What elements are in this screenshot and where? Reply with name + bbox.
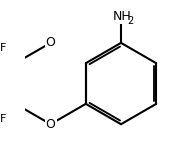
Text: F: F [0,114,6,124]
Text: NH: NH [113,10,132,23]
Text: O: O [46,36,55,49]
Text: O: O [46,118,55,131]
Text: F: F [0,43,6,53]
Text: 2: 2 [128,16,134,26]
